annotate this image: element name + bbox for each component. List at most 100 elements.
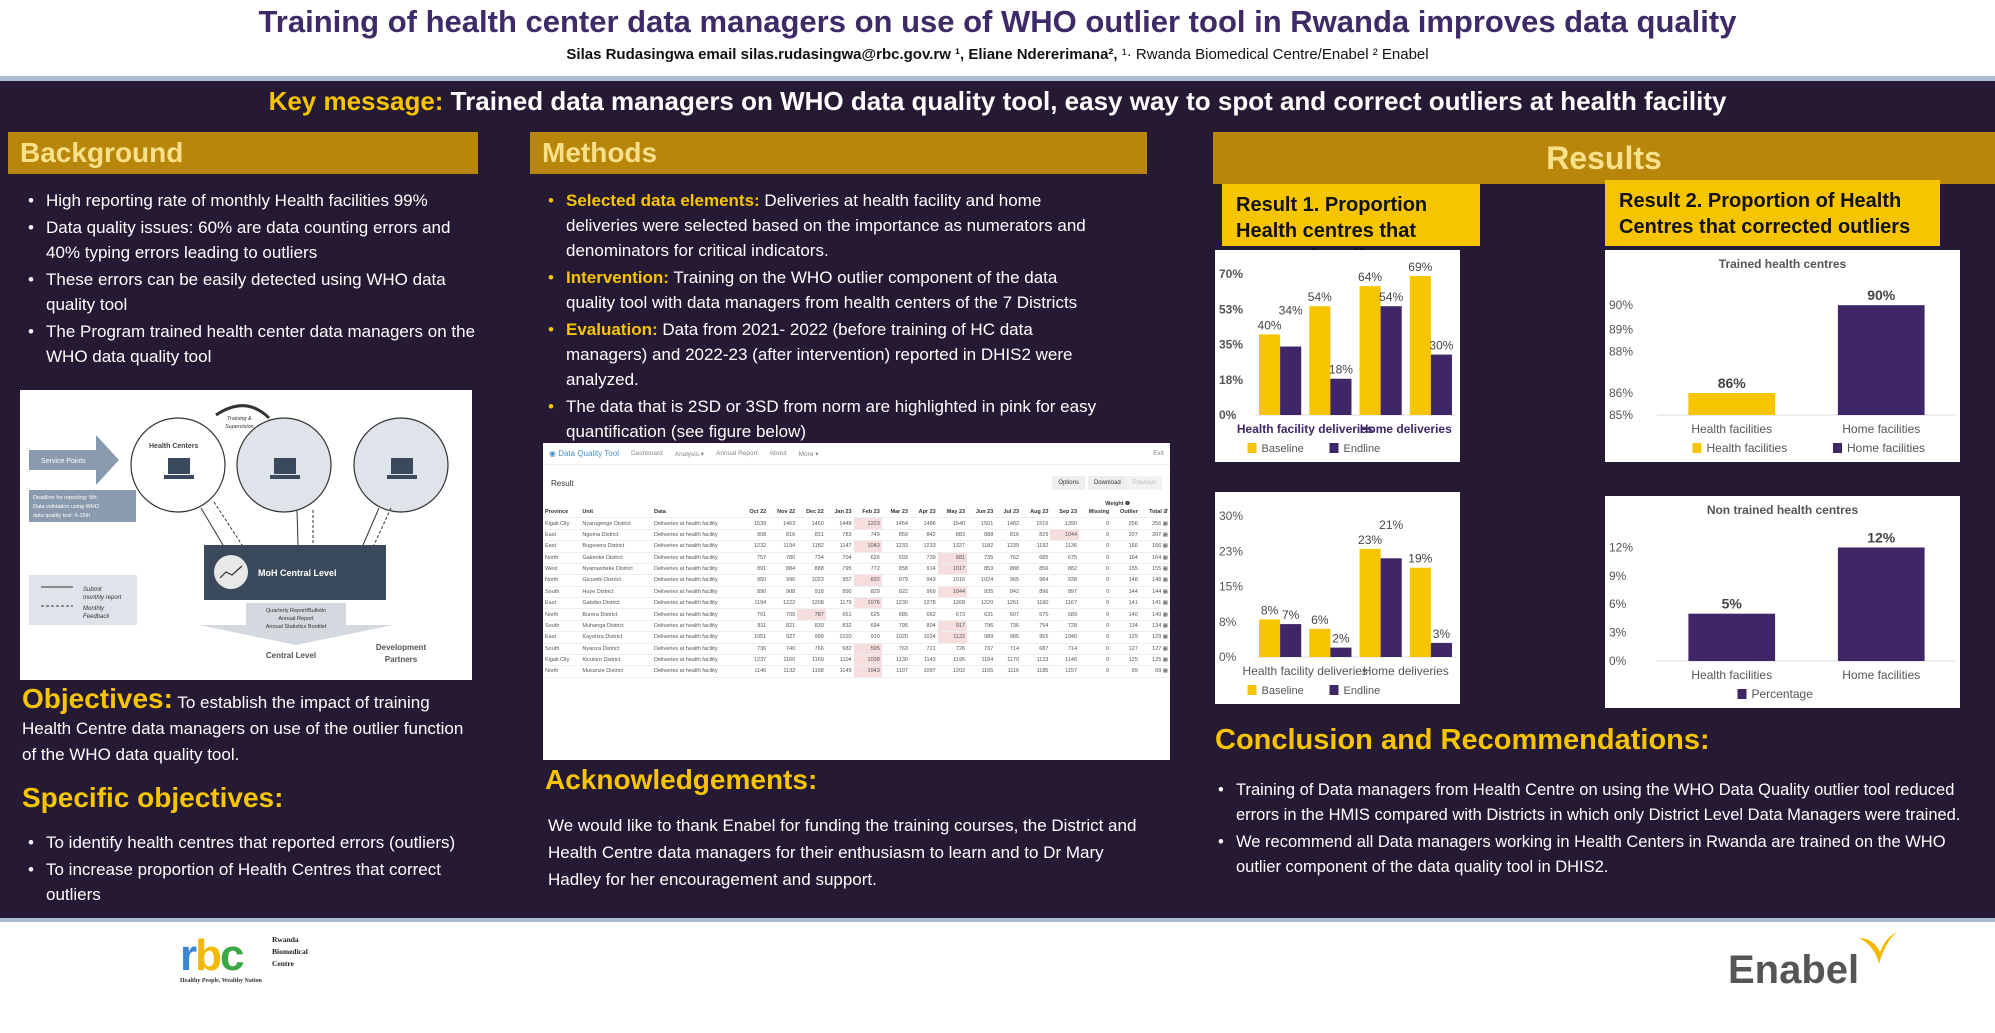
list-item: Selected data elements: Deliveries at he… <box>540 188 1110 263</box>
nav-about[interactable]: About <box>769 450 787 457</box>
table-cell: 989 <box>967 631 996 644</box>
column-header: Jul 23 <box>995 507 1022 519</box>
options-button[interactable]: Options <box>1052 476 1085 490</box>
svg-text:monthly report: monthly report <box>83 595 122 601</box>
table-cell: 842 <box>909 529 938 542</box>
category-label: Home deliveries <box>1360 422 1452 436</box>
training-arrow <box>215 404 271 420</box>
category-label: Health facility deliveries <box>1243 664 1368 678</box>
bar <box>1359 286 1381 415</box>
table-cell: 1237 <box>740 654 769 667</box>
table-cell: 1539 <box>740 517 769 530</box>
data-label: 64% <box>1358 270 1382 284</box>
svg-text:Development: Development <box>376 643 427 652</box>
table-cell: North <box>543 608 581 621</box>
list-item: Training of Data managers from Health Ce… <box>1210 778 1980 828</box>
column-header: Outlier <box>1111 507 1140 519</box>
table-cell: 910 <box>853 631 882 644</box>
table-cell: 1133 <box>1021 654 1051 667</box>
table-cell: 888 <box>967 529 996 542</box>
data-label: 12% <box>1867 529 1896 545</box>
list-item: To identify health centres that reported… <box>20 830 480 855</box>
table-cell: 1501 <box>967 517 996 530</box>
column-header[interactable]: Total ⇵ <box>1139 507 1170 519</box>
table-cell: 709 <box>768 608 798 621</box>
table-cell: 811 <box>740 620 769 633</box>
laptop-icon <box>387 458 417 479</box>
table-cell: 1024 <box>967 574 996 587</box>
table-cell: 1043 <box>853 665 882 678</box>
table-cell: 1076 <box>853 597 882 610</box>
table-cell: 1168 <box>797 665 826 678</box>
table-cell: 1130 <box>881 654 910 667</box>
svg-text:Annual Statistics Booklet: Annual Statistics Booklet <box>266 624 327 630</box>
y-tick-label: 0% <box>1609 654 1627 668</box>
y-tick-label: 3% <box>1609 626 1627 640</box>
category-label: Health facilities <box>1691 422 1772 436</box>
table-cell: 829 <box>853 586 882 599</box>
svg-text:Annual Report: Annual Report <box>278 616 314 622</box>
result-1-heading: Result 1. Proportion Health centres that… <box>1222 184 1480 268</box>
key-message: Key message: Trained data managers on WH… <box>0 86 1995 117</box>
enabel-swoosh-icon <box>1859 932 1897 964</box>
table-cell: 687 <box>1021 643 1051 655</box>
hmis-flow-diagram: Service Points Deadline for reporting: 5… <box>20 390 472 680</box>
table-cell: 140 ▦ <box>1139 608 1170 621</box>
table-cell: 714 <box>1050 643 1080 655</box>
table-cell: 816 <box>768 529 798 542</box>
category-label: Home facilities <box>1842 668 1920 682</box>
table-cell: 682 <box>825 643 854 655</box>
table-cell: Deliveries at health facility <box>651 517 741 530</box>
y-tick-label: 70% <box>1219 267 1243 281</box>
table-cell: 1149 <box>825 665 854 678</box>
laptop-icon <box>164 458 194 479</box>
acknowledgements-heading: Acknowledgements: <box>545 764 818 795</box>
specific-objectives-heading: Specific objectives: <box>22 782 284 813</box>
legend-label: Percentage <box>1752 687 1814 701</box>
bar <box>1430 642 1452 657</box>
legend-box <box>29 575 137 625</box>
bar <box>1688 613 1776 661</box>
list-item: Intervention: Training on the WHO outlie… <box>540 265 1110 315</box>
table-cell: Gicumbi District <box>580 574 652 587</box>
table-cell: 996 <box>768 574 798 587</box>
table-cell: 897 <box>1050 586 1080 599</box>
table-cell: 881 <box>937 552 968 564</box>
table-cell: 1223 <box>853 517 882 530</box>
table-cell: 896 <box>1021 586 1051 599</box>
nav-annual-report[interactable]: Annual Report <box>716 450 758 457</box>
nav-dashboard[interactable]: Dashboard <box>630 450 663 457</box>
bar <box>1330 647 1352 657</box>
column-header: Missing <box>1079 507 1112 519</box>
svg-text:MoH Central Level: MoH Central Level <box>258 568 337 578</box>
results-heading: Results <box>1213 132 1995 184</box>
previous-button[interactable]: Previous <box>1126 476 1162 490</box>
table-cell: 728 <box>1050 620 1080 633</box>
table-cell: 1194 <box>740 597 769 610</box>
conclusion-list: Training of Data managers from Health Ce… <box>1210 778 1980 882</box>
table-cell: 762 <box>995 552 1022 564</box>
table-cell: 795 <box>881 620 910 633</box>
nav-more[interactable]: More ▾ <box>798 450 819 458</box>
bar <box>1380 306 1402 415</box>
table-row: East Gatsibo District Deliveries at health… <box>543 597 1170 610</box>
table-cell: 631 <box>967 608 996 621</box>
table-cell: 125 <box>1111 654 1140 667</box>
table-cell: 985 <box>995 631 1022 644</box>
table-row: East Bugesera District Deliveries at healt… <box>543 540 1170 553</box>
table-cell: 1157 <box>1050 665 1080 678</box>
nav-exit[interactable]: Exit <box>1153 450 1164 457</box>
table-cell: East <box>543 597 581 610</box>
tool-brand: ◉ Data Quality Tool <box>549 449 619 458</box>
table-cell: 685 <box>881 608 910 621</box>
data-label: 23% <box>1358 533 1382 547</box>
nav-analysis[interactable]: Analysis ▾ <box>674 450 705 458</box>
legend-swatch <box>1692 443 1702 453</box>
table-cell: 1040 <box>1050 631 1080 644</box>
column-header: Dec 22 <box>797 507 826 519</box>
download-button[interactable]: Download <box>1087 476 1127 490</box>
table-cell: 164 <box>1111 552 1140 564</box>
table-cell: 1390 <box>1050 517 1080 530</box>
table-cell: 721 <box>909 643 938 655</box>
table-cell: 908 <box>768 586 798 599</box>
